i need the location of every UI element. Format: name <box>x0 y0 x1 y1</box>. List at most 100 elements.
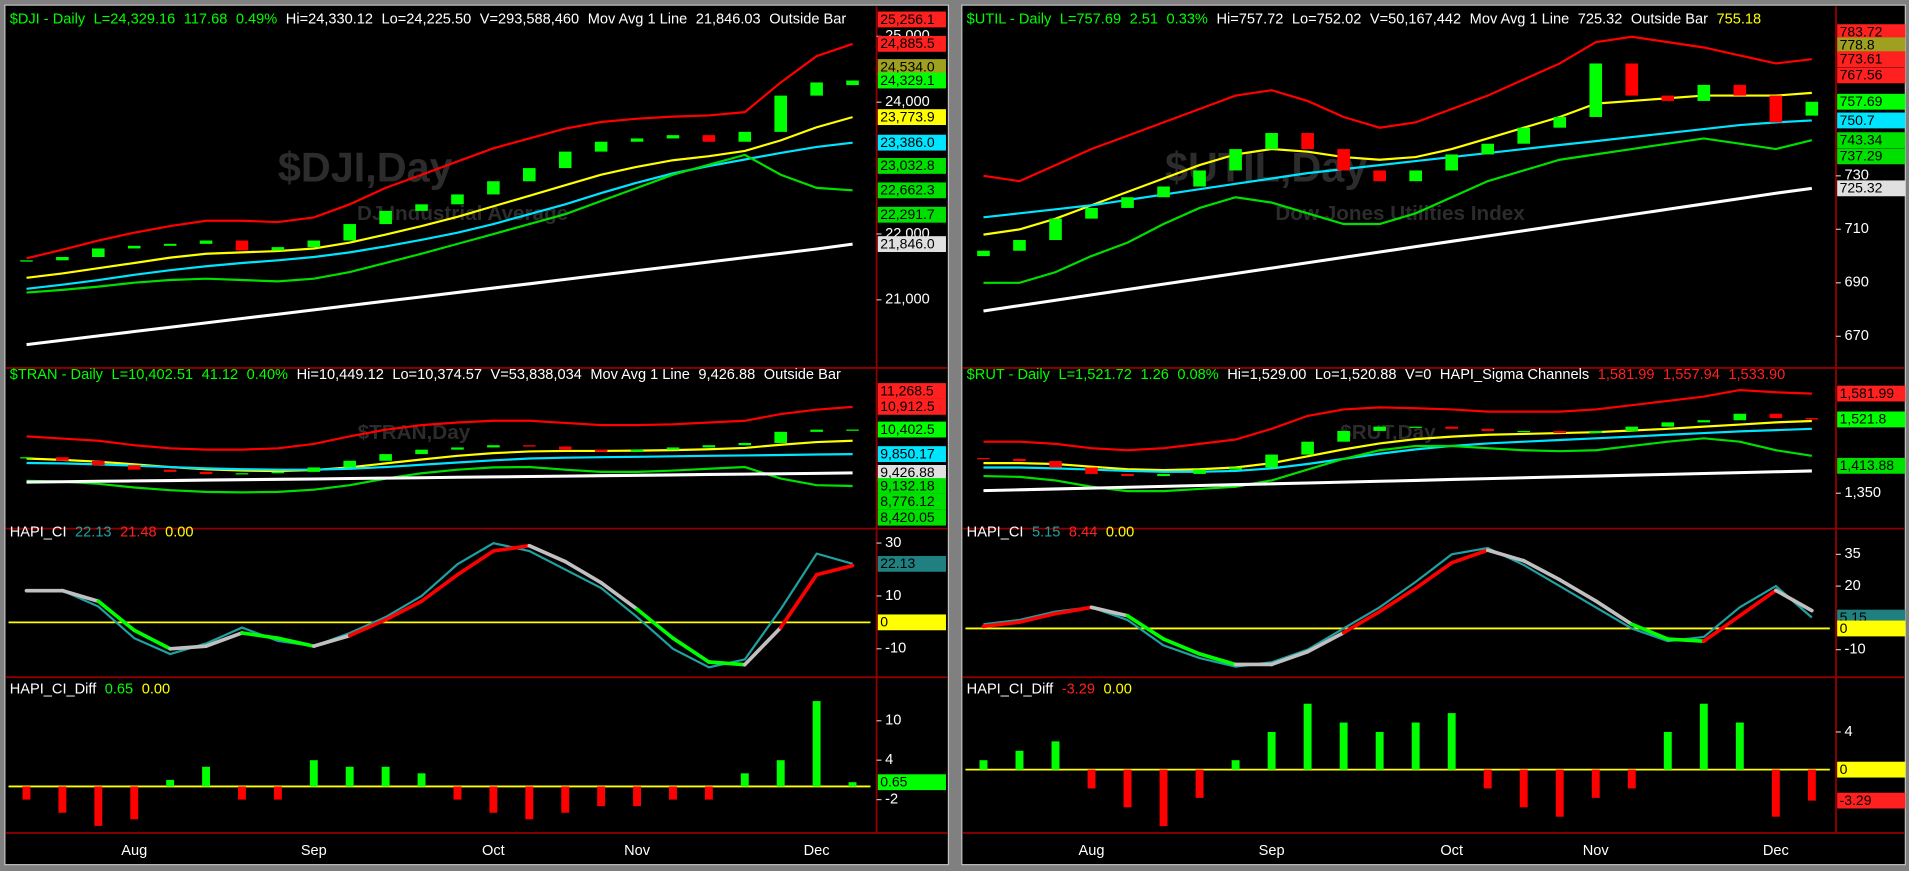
candle <box>56 457 69 461</box>
price-label: 23,032.8 <box>880 157 935 173</box>
price-label: 24,885.5 <box>880 35 935 51</box>
header-item: Hi=24,330.12 <box>286 12 373 28</box>
indicator-segment <box>635 607 675 641</box>
header-item: 8.44 <box>1069 524 1097 540</box>
candle <box>127 245 141 249</box>
price-label: 8,776.12 <box>880 493 935 509</box>
indicator-line <box>26 242 853 347</box>
indicator-segment <box>1485 548 1526 563</box>
indicator-segment <box>563 559 603 585</box>
histogram-bar <box>1123 769 1132 808</box>
indicator-line <box>26 116 853 279</box>
y-tick-label: 10 <box>885 588 901 604</box>
candle <box>1553 430 1567 434</box>
price-label-box <box>877 134 946 151</box>
price-label-box <box>877 72 946 89</box>
candle <box>1121 473 1134 477</box>
header-item: V=293,588,460 <box>480 12 579 28</box>
candle <box>558 151 572 169</box>
indicator-line <box>983 469 1812 493</box>
candle <box>630 138 644 142</box>
candle <box>1661 95 1675 101</box>
indicator-segment <box>1269 649 1310 667</box>
candle <box>1157 473 1170 477</box>
header-item: Mov Avg 1 Line <box>1470 12 1570 28</box>
x-tick-label: Sep <box>301 843 327 859</box>
price-label: 725.32 <box>1840 180 1883 196</box>
candle <box>1157 186 1170 198</box>
candle <box>1589 63 1603 117</box>
indicator-line <box>983 437 1813 493</box>
price-label-box <box>1837 457 1906 474</box>
price-label: 0 <box>1840 620 1848 636</box>
price-label-box <box>877 182 946 199</box>
indicator-segment <box>1413 561 1454 591</box>
header-item: L=757.69 <box>1060 12 1121 28</box>
indicator-line <box>26 453 853 471</box>
indicator-segment <box>1089 605 1130 618</box>
y-tick-label: 670 <box>1844 328 1868 344</box>
indicator-segment <box>204 631 244 648</box>
indicator-segment <box>814 563 855 577</box>
candle <box>977 250 990 257</box>
histogram-bar <box>1627 769 1636 789</box>
header-item: 5.15 <box>1032 524 1060 540</box>
candle <box>1229 467 1242 470</box>
panel-header: $DJI - Daily L=24,329.16 117.68 0.49% Hi=24,… <box>10 12 847 28</box>
panel-header: $UTIL - Daily L=757.69 2.51 0.33% Hi=757.72 L… <box>967 12 1761 28</box>
candle <box>1769 413 1783 419</box>
price-label-box <box>1837 385 1906 402</box>
price-label-box <box>1837 411 1906 428</box>
candle <box>1085 207 1098 219</box>
candle <box>1049 461 1062 468</box>
histogram-bar <box>94 786 103 826</box>
candle <box>1013 240 1026 251</box>
header-item: HAPI_Sigma Channels <box>1440 367 1589 383</box>
candle <box>56 257 69 261</box>
header-item: Lo=1,520.88 <box>1315 367 1397 383</box>
histogram-bar <box>238 786 246 800</box>
histogram-bar <box>1303 703 1312 770</box>
watermark-subtitle: DJ Industrial Average <box>357 202 568 225</box>
header-item: L=10,402.51 <box>112 367 194 383</box>
y-tick-label: 21,000 <box>885 292 930 308</box>
header-item: 22.13 <box>75 524 112 540</box>
indicator-segment <box>132 628 172 651</box>
candle <box>1625 426 1639 431</box>
right-window <box>961 4 1906 866</box>
indicator-segment <box>1593 599 1634 627</box>
candle <box>1625 63 1639 96</box>
candle <box>163 243 177 246</box>
header-item: 1.26 <box>1140 367 1168 383</box>
header-item: 0.08% <box>1177 367 1218 383</box>
indicator-line <box>983 137 1813 284</box>
histogram-bar <box>848 782 857 787</box>
candle <box>1229 149 1242 171</box>
candle <box>702 445 716 448</box>
indicator-line <box>26 471 853 484</box>
indicator-line <box>983 35 1812 183</box>
candle <box>774 95 787 132</box>
candle <box>846 429 859 431</box>
panel-header: HAPI_CI_Diff 0.65 0.00 <box>10 681 170 697</box>
indicator-line <box>983 419 1812 472</box>
candle <box>92 248 105 258</box>
price-label: 750.7 <box>1840 112 1875 128</box>
price-label-box <box>1837 792 1906 809</box>
candle <box>1265 454 1278 468</box>
y-tick-label: -2 <box>885 791 898 807</box>
y-tick-label: 24,000 <box>885 94 930 110</box>
price-label-box <box>1837 761 1906 778</box>
indicator-segment <box>1053 605 1094 616</box>
header-item: V=0 <box>1405 367 1431 383</box>
histogram-bar <box>669 786 677 800</box>
candle <box>1481 143 1495 155</box>
histogram-bar <box>979 760 988 770</box>
indicator-segment <box>419 572 460 604</box>
price-label-box <box>877 11 946 28</box>
header-item: L=1,521.72 <box>1058 367 1131 383</box>
price-label: 24,329.1 <box>880 72 935 88</box>
price-label: 24,534.0 <box>880 58 935 74</box>
indicator-segment <box>455 549 496 577</box>
price-label-box <box>877 493 946 510</box>
